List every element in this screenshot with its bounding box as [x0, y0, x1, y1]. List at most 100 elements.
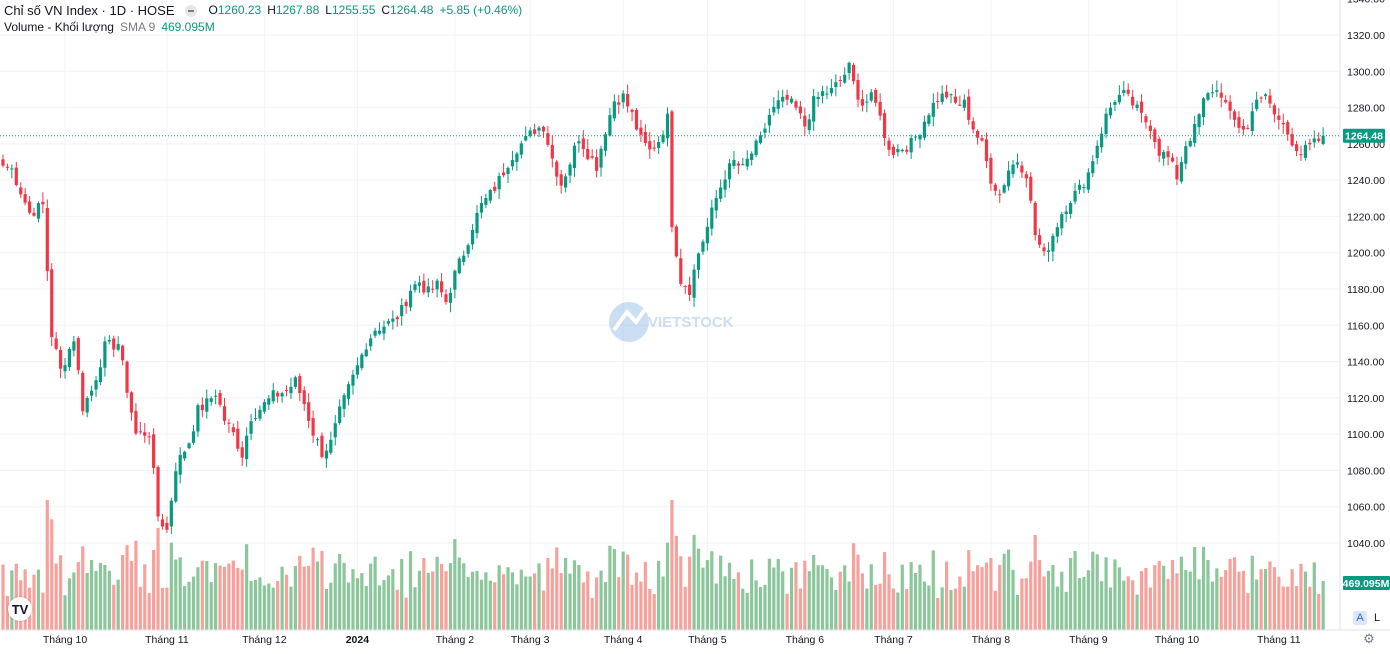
candle-body — [41, 201, 45, 205]
volume-bar — [81, 546, 85, 630]
volume-bar — [634, 572, 639, 630]
volume-bar — [679, 556, 683, 630]
volume-bar — [856, 554, 860, 630]
candle-body — [789, 98, 794, 103]
candle-body — [905, 149, 909, 152]
candle-body — [896, 148, 900, 153]
volume-bar — [568, 573, 572, 630]
symbol-title[interactable]: Chỉ số VN Index · 1D · HOSE — [4, 3, 175, 18]
volume-bar — [1166, 578, 1170, 630]
candle-body — [1263, 94, 1268, 97]
volume-bar — [271, 587, 275, 630]
collapse-icon[interactable] — [184, 4, 197, 17]
candle-body — [1308, 142, 1312, 145]
volume-bar — [431, 571, 435, 630]
log-scale-button[interactable]: L — [1373, 612, 1381, 624]
tradingview-logo-icon[interactable]: TV — [8, 597, 32, 621]
volume-bar — [373, 556, 377, 630]
candle-body — [152, 434, 156, 468]
candle-body — [630, 109, 634, 112]
volume-bar — [1126, 576, 1130, 630]
volume-bar — [825, 569, 829, 630]
volume-bar — [705, 560, 709, 630]
candle-body — [307, 402, 311, 421]
candle-body — [869, 92, 873, 101]
candle-body — [413, 284, 417, 291]
volume-bar — [236, 567, 240, 630]
volume-bar — [1286, 586, 1290, 630]
y-tick-label: 1220.00 — [1347, 211, 1385, 223]
candle-body — [860, 99, 865, 106]
candle-body — [913, 136, 918, 138]
volume-bar — [922, 581, 927, 630]
volume-bar — [608, 545, 612, 630]
volume-bar — [674, 535, 678, 630]
y-tick-label: 1280.00 — [1347, 103, 1385, 115]
volume-bar — [479, 579, 484, 630]
candle-body — [993, 184, 997, 191]
candle-body — [754, 140, 758, 156]
candle-body — [803, 115, 807, 127]
volume-label[interactable]: Volume - Khối lượng — [4, 20, 114, 34]
candle-body — [763, 128, 767, 133]
volume-bar — [776, 558, 780, 630]
volume-bar — [448, 563, 453, 630]
open-value: 1260.23 — [217, 3, 262, 17]
candle-body — [32, 212, 36, 216]
gear-icon[interactable]: ⚙ — [1363, 631, 1375, 646]
volume-bar — [984, 562, 989, 630]
volume-bar — [1232, 557, 1237, 630]
volume-bar — [1131, 580, 1135, 630]
candle-body — [249, 421, 253, 434]
candle-body — [1259, 97, 1263, 99]
volume-bar — [1046, 570, 1051, 630]
volume-bar — [262, 585, 266, 630]
candle-body — [302, 390, 306, 405]
candle-body — [1002, 185, 1006, 193]
price-axis[interactable]: 1320.001300.001280.001260.001240.001220.… — [1339, 0, 1385, 630]
volume-bar — [971, 571, 975, 630]
volume-bar — [315, 561, 320, 630]
volume-bar — [1317, 593, 1321, 630]
candle-body — [758, 135, 763, 143]
volume-bar — [1086, 570, 1090, 630]
volume-bar — [1051, 565, 1055, 630]
candle-body — [736, 163, 740, 166]
time-axis[interactable]: Tháng 10 Tháng 11 Tháng 12 2024 Tháng 2 Tháng… — [0, 629, 1390, 646]
volume-bar — [1215, 568, 1219, 630]
volume-bar — [1219, 576, 1223, 630]
candle-body — [134, 411, 138, 434]
candle-body — [386, 321, 391, 324]
candle-body — [1241, 125, 1245, 130]
candle-body — [612, 101, 616, 119]
volume-bar — [727, 562, 732, 630]
volume-bar — [1188, 571, 1192, 630]
volume-bar — [1268, 561, 1272, 630]
volume-bar — [967, 550, 971, 630]
x-tick-label: Tháng 8 — [972, 634, 1011, 646]
volume-bar — [541, 590, 546, 630]
auto-scale-button[interactable]: A — [1353, 611, 1367, 625]
volume-bar — [54, 563, 58, 630]
volume-bar — [741, 588, 745, 630]
volume-bar — [1179, 556, 1183, 630]
volume-bar — [1082, 576, 1086, 630]
candle-body — [218, 392, 222, 405]
candle-body — [10, 168, 14, 170]
candle-body — [475, 212, 479, 234]
x-tick-label: Tháng 7 — [874, 634, 913, 646]
candle-body — [85, 397, 89, 413]
volume-bar — [758, 587, 763, 630]
candle-body — [683, 286, 687, 288]
volume-bar — [1073, 550, 1077, 630]
candle-body — [178, 454, 182, 475]
candle-body — [50, 269, 54, 338]
volume-bar — [630, 584, 634, 630]
candle-body — [781, 96, 785, 102]
x-tick-label: Tháng 5 — [688, 634, 727, 646]
legend-volume-row: Volume - Khối lượng SMA 9 469.095M — [4, 19, 522, 36]
volume-bar — [187, 581, 191, 630]
x-tick-label: Tháng 3 — [511, 634, 550, 646]
candle-body — [1126, 89, 1130, 94]
